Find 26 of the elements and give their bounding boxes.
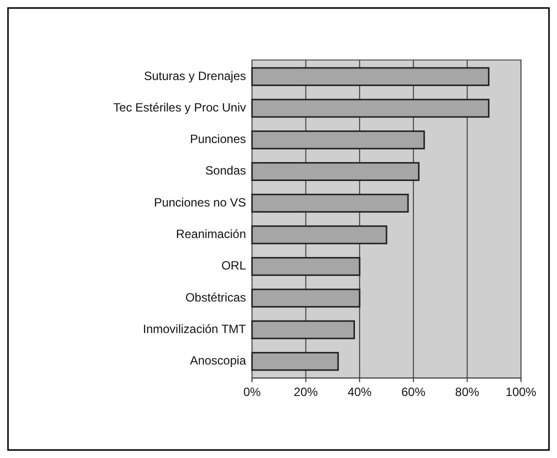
x-tick-label: 20%	[294, 385, 318, 399]
bar	[251, 288, 360, 308]
y-tick-label: Punciones no VS	[154, 195, 246, 210]
y-tick-label: Inmovilización TMT	[142, 322, 247, 336]
y-tick-label: Reanimación	[176, 226, 246, 241]
bar	[251, 257, 360, 276]
x-tick-label: 40%	[348, 385, 372, 399]
bar	[251, 130, 425, 150]
bar	[251, 67, 490, 86]
bar	[251, 194, 409, 213]
y-tick-label: Tec Estériles y Proc Univ	[113, 100, 246, 114]
y-tick-label: Sondas	[205, 164, 246, 178]
bar	[251, 225, 388, 244]
y-tick-label: Suturas y Drenajes	[144, 68, 246, 83]
bar	[251, 98, 490, 118]
x-tick-label: 80%	[455, 385, 480, 399]
bar	[251, 162, 420, 181]
y-tick-label: ORL	[221, 258, 246, 273]
y-tick-label: Punciones	[190, 132, 246, 146]
x-tick-label: 60%	[401, 385, 426, 399]
bar	[251, 352, 339, 371]
bar	[251, 320, 355, 340]
x-tick-label: 100%	[506, 385, 537, 399]
y-tick-label: Anoscopia	[190, 354, 246, 368]
y-tick-label: Obstétricas	[185, 290, 246, 304]
x-tick-label: 0%	[243, 385, 261, 399]
